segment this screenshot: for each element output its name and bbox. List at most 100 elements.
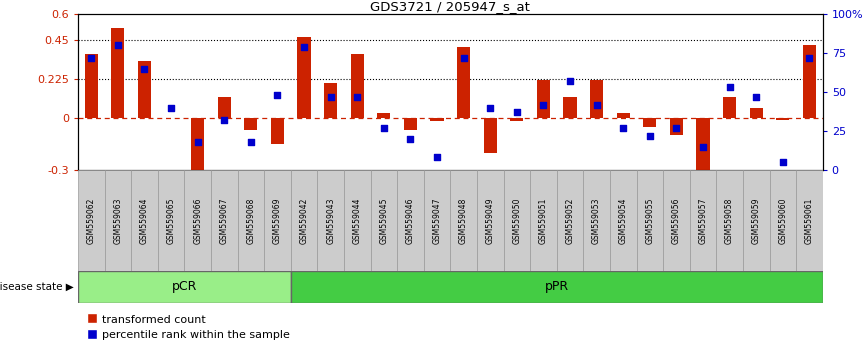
FancyBboxPatch shape: [530, 170, 557, 271]
Point: [536, 102, 551, 107]
Point: [510, 109, 524, 115]
Point: [643, 133, 656, 138]
FancyBboxPatch shape: [158, 170, 184, 271]
FancyBboxPatch shape: [584, 170, 610, 271]
FancyBboxPatch shape: [610, 170, 637, 271]
Point: [350, 94, 364, 99]
FancyBboxPatch shape: [770, 170, 796, 271]
Point: [138, 66, 152, 72]
Text: GSM559062: GSM559062: [87, 197, 96, 244]
Bar: [85, 54, 98, 118]
Text: GSM559058: GSM559058: [725, 197, 734, 244]
FancyBboxPatch shape: [663, 170, 689, 271]
Point: [776, 159, 790, 165]
FancyBboxPatch shape: [131, 170, 158, 271]
Title: GDS3721 / 205947_s_at: GDS3721 / 205947_s_at: [371, 0, 530, 13]
Bar: [191, 118, 204, 175]
Point: [191, 139, 204, 145]
FancyBboxPatch shape: [78, 271, 291, 303]
Point: [430, 155, 444, 160]
Text: GSM559054: GSM559054: [618, 197, 628, 244]
Bar: [590, 80, 604, 118]
Bar: [138, 61, 151, 118]
Point: [377, 125, 391, 131]
FancyBboxPatch shape: [78, 170, 105, 271]
Text: GSM559049: GSM559049: [486, 197, 494, 244]
Text: GSM559042: GSM559042: [300, 197, 308, 244]
FancyBboxPatch shape: [291, 271, 823, 303]
FancyBboxPatch shape: [503, 170, 530, 271]
Bar: [643, 118, 656, 127]
FancyBboxPatch shape: [743, 170, 770, 271]
Text: GSM559045: GSM559045: [379, 197, 388, 244]
Bar: [669, 118, 683, 135]
Bar: [696, 118, 709, 178]
Text: GSM559069: GSM559069: [273, 197, 282, 244]
Bar: [404, 118, 417, 130]
Point: [803, 55, 817, 61]
Text: GSM559064: GSM559064: [140, 197, 149, 244]
FancyBboxPatch shape: [796, 170, 823, 271]
Text: pPR: pPR: [545, 280, 569, 293]
FancyBboxPatch shape: [291, 170, 317, 271]
FancyBboxPatch shape: [317, 170, 344, 271]
Text: GSM559067: GSM559067: [220, 197, 229, 244]
Text: pCR: pCR: [171, 280, 197, 293]
Point: [749, 94, 763, 99]
FancyBboxPatch shape: [371, 170, 397, 271]
FancyBboxPatch shape: [344, 170, 371, 271]
FancyBboxPatch shape: [557, 170, 584, 271]
Bar: [483, 118, 497, 153]
Point: [617, 125, 630, 131]
Text: GSM559063: GSM559063: [113, 197, 122, 244]
Text: GSM559050: GSM559050: [513, 197, 521, 244]
Text: GSM559065: GSM559065: [166, 197, 176, 244]
Bar: [297, 37, 311, 118]
Text: GSM559047: GSM559047: [432, 197, 442, 244]
FancyBboxPatch shape: [184, 170, 211, 271]
FancyBboxPatch shape: [716, 170, 743, 271]
FancyBboxPatch shape: [264, 170, 291, 271]
Point: [217, 117, 231, 123]
Point: [404, 136, 417, 142]
Text: disease state ▶: disease state ▶: [0, 282, 74, 292]
FancyBboxPatch shape: [237, 170, 264, 271]
FancyBboxPatch shape: [637, 170, 663, 271]
Text: GSM559060: GSM559060: [779, 197, 787, 244]
Text: GSM559043: GSM559043: [326, 197, 335, 244]
Text: GSM559052: GSM559052: [565, 197, 574, 244]
Text: GSM559055: GSM559055: [645, 197, 655, 244]
Bar: [430, 118, 443, 121]
Point: [111, 42, 125, 48]
FancyBboxPatch shape: [211, 170, 237, 271]
Point: [244, 139, 258, 145]
Text: GSM559046: GSM559046: [406, 197, 415, 244]
Text: GSM559059: GSM559059: [752, 197, 760, 244]
Point: [669, 125, 683, 131]
Point: [722, 85, 736, 90]
Bar: [111, 28, 125, 118]
Text: GSM559057: GSM559057: [699, 197, 708, 244]
Point: [297, 44, 311, 50]
Point: [696, 144, 710, 149]
Bar: [803, 45, 816, 118]
FancyBboxPatch shape: [689, 170, 716, 271]
Bar: [510, 118, 523, 121]
Bar: [617, 113, 630, 118]
Point: [590, 102, 604, 107]
Point: [164, 105, 178, 110]
Bar: [457, 47, 470, 118]
Bar: [271, 118, 284, 144]
Bar: [378, 113, 391, 118]
Text: GSM559048: GSM559048: [459, 197, 469, 244]
Text: GSM559051: GSM559051: [539, 197, 548, 244]
FancyBboxPatch shape: [397, 170, 423, 271]
Text: GSM559053: GSM559053: [592, 197, 601, 244]
Text: GSM559044: GSM559044: [352, 197, 362, 244]
Point: [456, 55, 470, 61]
Bar: [776, 118, 790, 120]
Bar: [723, 97, 736, 118]
Point: [483, 105, 497, 110]
Point: [270, 92, 284, 98]
Point: [324, 94, 338, 99]
